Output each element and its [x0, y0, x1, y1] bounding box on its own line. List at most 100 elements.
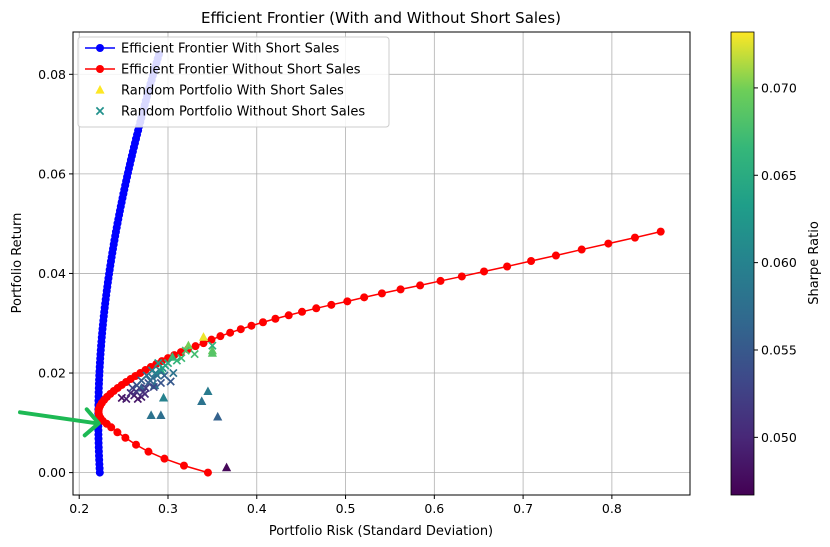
data-point [630, 233, 639, 242]
scatter-point [203, 386, 213, 396]
data-point [298, 307, 307, 316]
x-axis-label: Portfolio Risk (Standard Deviation) [269, 524, 493, 539]
scatter-point [154, 358, 163, 368]
data-point [247, 321, 256, 330]
scatter-point [147, 366, 157, 375]
scatter-point [183, 340, 194, 350]
chart-title: Efficient Frontier (With and Without Sho… [201, 9, 561, 27]
data-point [416, 281, 425, 290]
x-tick-label: 0.6 [424, 501, 444, 516]
data-point [656, 227, 665, 236]
y-axis-label: Portfolio Return [10, 213, 25, 314]
data-point [480, 267, 489, 276]
data-point [203, 468, 212, 477]
data-point [258, 318, 267, 327]
colorbar-tick-label: 0.050 [761, 430, 797, 445]
y-tick-label: 0.04 [38, 266, 66, 281]
data-point [436, 276, 445, 285]
legend-marker [95, 85, 105, 94]
legend-box [77, 36, 390, 128]
x-axis: 0.2 0.3 0.4 0.5 0.6 0.7 0.8 [69, 495, 622, 516]
scatter-point [156, 378, 166, 388]
colorbar-tick-label: 0.065 [761, 168, 797, 183]
y-tick-label: 0.02 [38, 366, 66, 381]
scatter-point [156, 410, 166, 419]
data-point [179, 461, 188, 470]
data-point [216, 332, 225, 341]
scatter-point [140, 389, 150, 399]
legend-label: Efficient Frontier Without Short Sales [121, 63, 361, 78]
data-point [457, 272, 466, 281]
x-tick-label: 0.8 [602, 501, 622, 516]
scatter-point [148, 373, 158, 383]
legend-label: Efficient Frontier With Short Sales [121, 42, 339, 57]
scatter-point [169, 368, 178, 378]
data-point [604, 239, 613, 248]
scatter-point [181, 346, 190, 355]
data-point [113, 428, 122, 437]
scatter-point [146, 410, 156, 419]
data-point [284, 311, 293, 320]
colorbar: 0.050 0.055 0.060 0.065 0.070 [730, 31, 797, 496]
data-point [236, 325, 245, 334]
legend-label: Random Portfolio With Short Sales [121, 84, 344, 99]
data-point [551, 251, 560, 260]
data-point [191, 342, 200, 351]
x-tick-label: 0.4 [247, 501, 267, 516]
scatter-point [163, 358, 173, 368]
annotation-arrow-shaft [18, 410, 99, 426]
legend-marker [96, 65, 104, 73]
data-point [327, 300, 336, 309]
data-point [121, 433, 130, 442]
scatter-point [198, 332, 209, 341]
y-tick-label: 0.08 [38, 67, 66, 82]
colorbar-tick-label: 0.060 [761, 255, 797, 270]
data-point [226, 328, 235, 337]
x-tick-label: 0.5 [336, 501, 356, 516]
data-point [503, 262, 512, 271]
colorbar-tick-label: 0.070 [761, 80, 797, 95]
data-point [199, 339, 208, 348]
scatter-point [131, 387, 141, 396]
data-point [577, 245, 586, 254]
legend-marker [95, 106, 105, 116]
colorbar-label: Sharpe Ratio [807, 221, 822, 305]
scatter-point [149, 382, 158, 392]
scatter-point [122, 394, 131, 404]
legend: Efficient Frontier With Short Sales Effic… [77, 36, 390, 128]
legend-label: Random Portfolio Without Short Sales [121, 105, 365, 120]
scatter-point [160, 371, 169, 380]
x-tick-label: 0.3 [158, 501, 178, 516]
data-point [343, 297, 352, 306]
data-point [144, 447, 153, 456]
scatter-point [166, 377, 175, 386]
data-point [271, 314, 280, 323]
data-point [396, 285, 405, 294]
data-point [160, 454, 169, 463]
scatter-point [177, 353, 186, 363]
data-point [527, 257, 536, 266]
colorbar-tick-label: 0.055 [761, 342, 797, 357]
plot-frame [72, 31, 691, 496]
legend-marker [96, 44, 104, 52]
data-point [377, 289, 386, 298]
scatter-point [221, 462, 232, 472]
scatter-point [207, 348, 217, 357]
data-point [360, 293, 369, 302]
scatter-point [172, 356, 182, 365]
scatter-point [208, 341, 217, 350]
x-tick-label: 0.2 [69, 501, 89, 516]
colorbar-strip [730, 31, 755, 496]
y-tick-label: 0.06 [38, 166, 66, 181]
y-tick-label: 0.00 [38, 465, 66, 480]
scatter-point [150, 380, 160, 390]
x-tick-label: 0.7 [513, 501, 533, 516]
scatter-point [158, 392, 169, 402]
data-point [132, 440, 141, 449]
scatter-point [197, 396, 207, 406]
annotation-arrow-head [82, 407, 101, 438]
scatter-point [190, 349, 199, 359]
y-axis: 0.00 0.02 0.04 0.06 0.08 [38, 67, 73, 480]
scatter-point [213, 411, 223, 421]
